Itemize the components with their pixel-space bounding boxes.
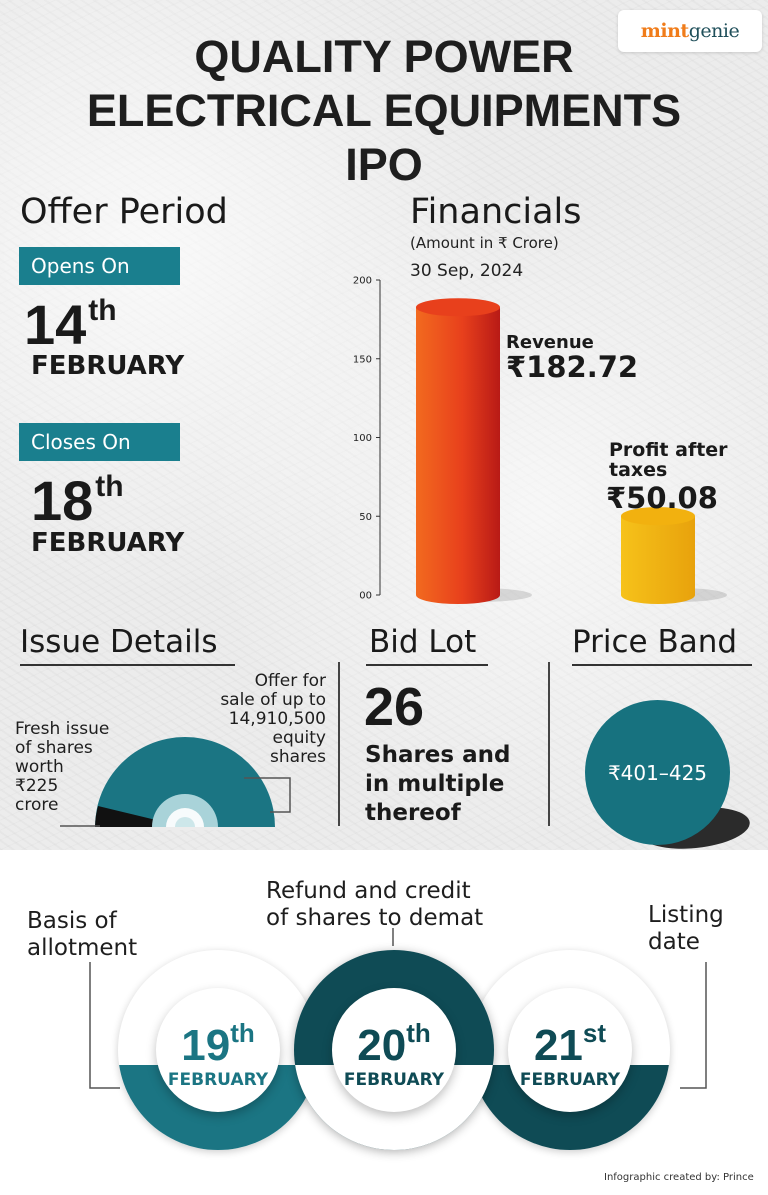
- pat-label-line-1: Profit after: [609, 439, 728, 461]
- listing-date-label: Listing date: [648, 902, 724, 955]
- revenue-value: ₹182.72: [506, 350, 639, 384]
- y-tick-label: 150: [353, 354, 372, 365]
- price-band-value: ₹401–425: [607, 760, 708, 785]
- closes-on-tag: Closes On: [19, 423, 180, 461]
- page-title: QUALITY POWER ELECTRICAL EQUIPMENTS IPO: [0, 30, 768, 192]
- bar-profit-after-taxes: [621, 516, 695, 604]
- price-band-underline: [572, 664, 752, 666]
- price-band-circle: ₹401–425: [585, 700, 730, 845]
- date-badge-20: 20th FEBRUARY: [332, 988, 456, 1112]
- pat-label-line-2: taxes: [609, 459, 668, 481]
- issue-details-heading: Issue Details: [20, 624, 218, 660]
- title-line-2: ELECTRICAL EQUIPMENTS: [86, 85, 682, 136]
- opens-month: FEBRUARY: [31, 351, 185, 381]
- y-tick-label: 50: [359, 512, 372, 523]
- bar-revenue: [416, 307, 500, 604]
- divider-left: [338, 662, 340, 826]
- financials-chart: 00 50 100 150 200: [353, 276, 727, 604]
- date-badge-19: 19th FEBRUARY: [156, 988, 280, 1112]
- background-paper: [0, 0, 768, 850]
- opens-on-tag: Opens On: [19, 247, 180, 285]
- y-tick-label: 200: [353, 276, 372, 287]
- ofs-note: Offer for sale of up to 14,910,500 equit…: [220, 671, 326, 767]
- bid-lot-heading: Bid Lot: [369, 624, 477, 660]
- financials-period: 30 Sep, 2024: [410, 261, 524, 281]
- bid-lot-underline: [366, 664, 488, 666]
- opens-day: 14th: [24, 293, 117, 356]
- refund-credit-label: Refund and credit of shares to demat: [266, 878, 484, 931]
- issue-split-chart: [60, 737, 291, 830]
- financials-heading: Financials: [410, 192, 582, 232]
- issue-details-underline: [20, 664, 235, 666]
- title-line-3: IPO: [345, 139, 423, 190]
- basis-of-allotment-label: Basis of allotment: [27, 908, 138, 961]
- offer-period-heading: Offer Period: [20, 192, 228, 232]
- financials-unit-note: (Amount in ₹ Crore): [410, 234, 559, 252]
- y-tick-label: 00: [359, 591, 372, 602]
- bid-lot-description: Shares and in multiple thereof: [365, 742, 511, 826]
- closes-month: FEBRUARY: [31, 528, 185, 558]
- credit-text: Infographic created by: Prince: [604, 1172, 754, 1183]
- bid-lot-value: 26: [364, 677, 425, 737]
- price-band-heading: Price Band: [572, 624, 738, 660]
- bar-profit-after-taxes-top: [621, 507, 695, 526]
- mintgenie-logo: mint genie: [618, 10, 762, 52]
- y-tick-label: 100: [353, 433, 372, 444]
- divider-right: [548, 662, 550, 826]
- revenue-label: Revenue: [506, 332, 594, 353]
- fresh-issue-note: Fresh issue of shares worth ₹225 crore: [15, 719, 110, 815]
- title-line-1: QUALITY POWER: [194, 31, 574, 82]
- date-badge-21: 21st FEBRUARY: [508, 988, 632, 1112]
- pat-value: ₹50.08: [606, 481, 718, 515]
- bar-revenue-top: [416, 298, 500, 317]
- closes-day: 18th: [31, 469, 124, 532]
- timeline-connectors: [89, 928, 707, 1089]
